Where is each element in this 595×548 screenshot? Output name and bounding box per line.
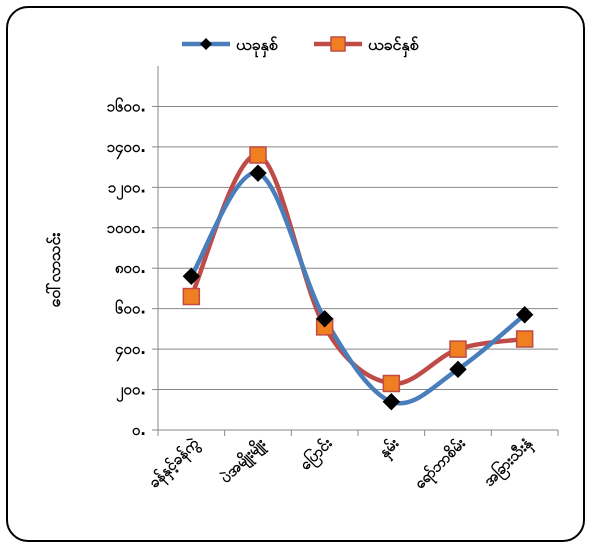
series-lines [189, 152, 527, 406]
gridlines [158, 105, 558, 391]
data-point-diamond [249, 164, 267, 182]
x-tick-label: အခြားသီးနှံ [478, 433, 538, 493]
data-point-diamond [515, 306, 534, 324]
y-tick-label: ၆၀၀. [115, 299, 146, 318]
y-axis-title: ဝေါ်လာသင်း [45, 233, 64, 308]
x-tick-label: ခန်နှင့်ခန်ကွဲ [144, 433, 205, 494]
data-point-square [382, 374, 401, 393]
legend-marker-square [330, 36, 346, 52]
y-tick-label: ၂၀၀. [116, 381, 146, 403]
y-tick-label: ၁၀၀၀. [107, 219, 146, 237]
data-point-diamond [382, 392, 401, 411]
legend-marker-diamond [200, 38, 212, 50]
data-point-square [182, 287, 201, 306]
y-tick-label: ၄၀၀. [115, 340, 146, 362]
y-tick-label: ၈၀၀. [115, 259, 146, 277]
data-point-square [249, 146, 267, 164]
chart-frame [6, 6, 585, 542]
y-tick-label: ၀. [132, 421, 146, 439]
y-tick-labels: ၀. ၂၀၀. ၄၀၀. ၆၀၀. ၈၀၀. ၁၀၀၀. ၁၂၀၀. ၁၄၀၀. ၁၆၀၀. [107, 96, 146, 439]
y-tick-label: ၁၂၀၀. [108, 178, 146, 200]
data-point-diamond [449, 360, 467, 379]
x-tick-labels: ခန်နှင့်ခန်ကွဲ ပဲအမျိုးမျိုး ပြောင်း နှမ်းရ… [144, 433, 538, 496]
data-point-square [449, 340, 467, 358]
legend-label-1: ယခင်နှစ် [368, 35, 420, 58]
y-tick-label: ၁၆၀၀. [107, 96, 146, 115]
legend: ယခုနှစ် ယခင်နှစ် [182, 35, 420, 58]
axes [152, 66, 559, 436]
series-line-0 [189, 170, 527, 406]
x-tick-label: ပဲအမျိုးမျိုး [216, 433, 272, 489]
x-tick-label: ရော်ဘာစိမ်း [410, 433, 472, 495]
legend-label-0: ယခုနှစ် [236, 35, 279, 58]
x-tick-label: ပြောင်း [295, 433, 339, 477]
data-point-diamond [182, 267, 201, 286]
data-point-square [515, 330, 534, 348]
x-tick-label: နှမ်း [374, 433, 405, 464]
series-markers [182, 146, 534, 411]
data-point-diamond [315, 310, 334, 328]
y-tick-label: ၁၄၀၀. [107, 138, 146, 160]
